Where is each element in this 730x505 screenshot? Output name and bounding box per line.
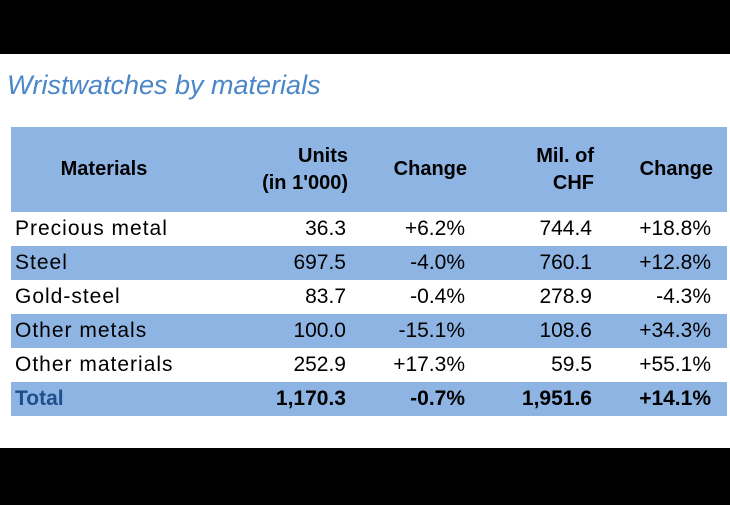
cell-material: Steel xyxy=(11,246,207,280)
header-value-line2: CHF xyxy=(552,171,594,194)
header-units-change: Change xyxy=(362,127,481,212)
page-title: Wristwatches by materials xyxy=(7,70,321,100)
cell-value-change: +55.1% xyxy=(639,353,711,376)
cell-value: 744.4 xyxy=(539,217,592,240)
cell-value: 278.9 xyxy=(539,285,592,308)
cell-units: 697.5 xyxy=(207,246,362,280)
table-row: Other materials 252.9 +17.3% 59.5 +55.1% xyxy=(11,348,727,382)
table-row: Steel 697.5 -4.0% 760.1 +12.8% xyxy=(11,246,727,280)
cell-units: 100.0 xyxy=(207,314,362,348)
total-value-change: +14.1% xyxy=(608,382,727,416)
header-value-line1: Mil. of xyxy=(536,144,594,167)
total-row: Total 1,170.3 -0.7% 1,951.6 +14.1% xyxy=(11,382,727,416)
slide: Wristwatches by materials Materials Unit… xyxy=(0,54,730,448)
cell-units: 252.9 xyxy=(293,353,346,376)
cell-value-change: +12.8% xyxy=(608,246,727,280)
cell-material: Precious metal xyxy=(15,217,168,240)
table-row: Other metals 100.0 -15.1% 108.6 +34.3% xyxy=(11,314,727,348)
cell-material: Other materials xyxy=(15,353,174,376)
cell-units-change: +6.2% xyxy=(404,217,465,240)
header-materials: Materials xyxy=(11,127,207,212)
cell-value: 760.1 xyxy=(481,246,608,280)
header-row: Materials Units (in 1'000) Change Mil. o… xyxy=(11,127,727,212)
header-units-line2: (in 1'000) xyxy=(262,171,348,194)
cell-units-change: -0.4% xyxy=(410,285,465,308)
header-units: Units (in 1'000) xyxy=(207,127,362,212)
cell-units: 83.7 xyxy=(305,285,346,308)
cell-value-change: +34.3% xyxy=(608,314,727,348)
table-row: Precious metal 36.3 +6.2% 744.4 +18.8% xyxy=(11,212,727,246)
cell-value-change: +18.8% xyxy=(639,217,711,240)
total-units-change: -0.7% xyxy=(362,382,481,416)
cell-units-change: -15.1% xyxy=(362,314,481,348)
cell-units-change: +17.3% xyxy=(393,353,465,376)
cell-value: 59.5 xyxy=(551,353,592,376)
cell-material: Other metals xyxy=(11,314,207,348)
header-units-line1: Units xyxy=(298,144,348,167)
cell-material: Gold-steel xyxy=(15,285,121,308)
cell-value-change: -4.3% xyxy=(656,285,711,308)
total-value: 1,951.6 xyxy=(481,382,608,416)
materials-table: Materials Units (in 1'000) Change Mil. o… xyxy=(11,127,727,416)
table-row: Gold-steel 83.7 -0.4% 278.9 -4.3% xyxy=(11,280,727,314)
cell-value: 108.6 xyxy=(481,314,608,348)
total-units: 1,170.3 xyxy=(207,382,362,416)
total-label: Total xyxy=(11,382,207,416)
header-value-change: Change xyxy=(608,127,727,212)
cell-units-change: -4.0% xyxy=(362,246,481,280)
header-value: Mil. of CHF xyxy=(481,127,608,212)
cell-units: 36.3 xyxy=(305,217,346,240)
